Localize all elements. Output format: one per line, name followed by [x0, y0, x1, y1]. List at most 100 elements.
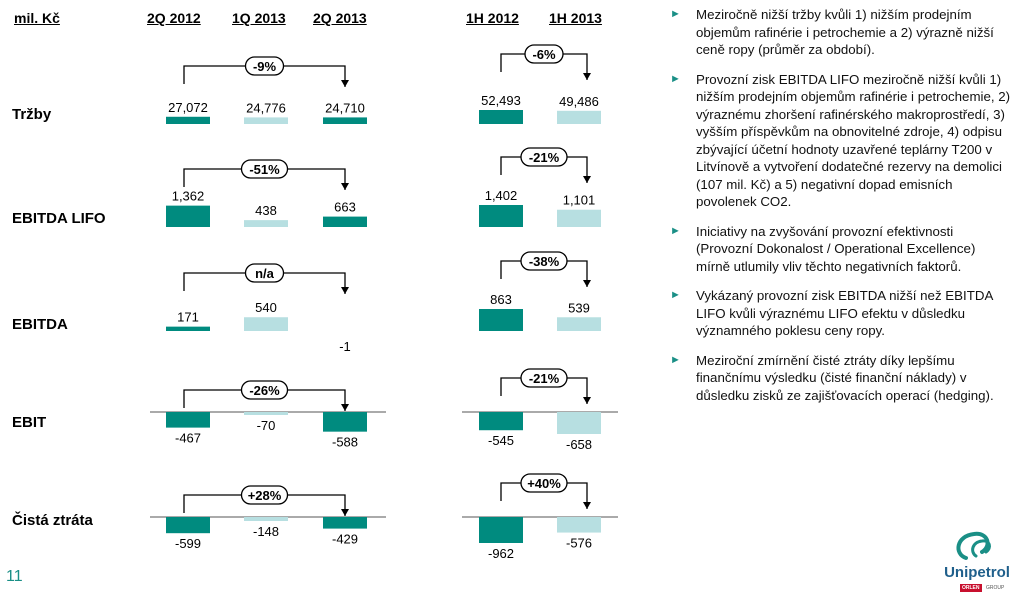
change-halfyear-arrow-icon: [583, 280, 591, 287]
data-label: -1: [339, 339, 351, 354]
change-quarter-arrow-icon: [341, 509, 349, 516]
data-label: 539: [568, 300, 590, 315]
logo-wordmark: Unipetrol: [944, 564, 1010, 581]
change-quarter-pill: [240, 159, 289, 179]
bullet-item: ► Iniciativy na zvyšování provozní efekti…: [670, 223, 976, 274]
bar-q-3-0: [166, 412, 210, 428]
period-header-1q2013: 1Q 2013: [232, 10, 286, 26]
bar-h-3-0: [479, 412, 523, 431]
data-label: 1,101: [563, 193, 596, 208]
unipetrol-logo: Unipetrol ORLEN GROUP: [936, 528, 1018, 596]
change-quarter-label: +28%: [248, 488, 282, 503]
change-quarter-arrow-icon: [341, 287, 349, 294]
financial-bar-chart: 27,072 24,776 24,710 52,493 49,486 -9% -6% 1,36…: [150, 44, 618, 561]
bar-q-4-2: [323, 517, 367, 529]
bar-h-0-1: [557, 110, 601, 124]
data-label: -588: [332, 435, 358, 450]
change-quarter-arrow-icon: [341, 183, 349, 190]
unit-header: mil. Kč: [14, 10, 60, 26]
data-label: 1,402: [485, 188, 518, 203]
change-quarter-label: -26%: [249, 383, 280, 398]
bullet-item: ► Vykázaný provozní zisk EBITDA nižší než…: [670, 288, 993, 338]
data-label: -148: [253, 524, 279, 539]
change-quarter-pill: [240, 485, 289, 505]
row-label-ebitda-lifo: EBITDA LIFO: [12, 210, 106, 227]
bar-h-3-1: [557, 412, 601, 434]
bar-q-1-1: [244, 220, 288, 227]
bar-h-2-1: [557, 317, 601, 331]
change-halfyear-arrow-icon: [583, 73, 591, 80]
change-quarter-arrow-icon: [341, 404, 349, 411]
change-halfyear-pill: [524, 44, 564, 64]
data-label: -962: [488, 546, 514, 561]
row-label-ebitda: EBITDA: [12, 316, 68, 333]
change-quarter-pill: [244, 263, 285, 283]
period-header-2q2013: 2Q 2013: [313, 10, 367, 26]
bullet-item: ► Provozní zisk EBITDA LIFO meziročně niž…: [670, 71, 1011, 210]
bar-h-4-1: [557, 517, 601, 533]
data-label: 663: [334, 200, 356, 215]
bar-q-1-2: [323, 216, 367, 227]
data-label: 863: [490, 292, 512, 307]
period-header-2q2012: 2Q 2012: [147, 10, 201, 26]
data-label: 171: [177, 310, 199, 325]
row-label-ebit: EBIT: [12, 414, 47, 431]
change-halfyear-label: -21%: [529, 371, 560, 386]
bullet-item: ► Meziročně nižší tržby kvůli 1) nižším p…: [670, 7, 994, 57]
data-label: -467: [175, 431, 201, 446]
bullet-item: ► Meziroční zmírnění čisté ztráty díky le…: [670, 352, 994, 403]
change-halfyear-label: -38%: [529, 254, 560, 269]
data-label: -599: [175, 536, 201, 551]
bar-q-0-1: [244, 117, 288, 124]
bar-q-1-0: [166, 205, 210, 227]
bar-q-2-1: [244, 317, 288, 331]
row-label-trzby: Tržby: [12, 106, 52, 123]
data-label: 24,710: [325, 100, 365, 115]
triangle-bullet-icon: ►: [670, 289, 681, 301]
bar-q-4-1: [244, 517, 288, 521]
triangle-bullet-icon: ►: [670, 224, 681, 237]
data-label: 52,493: [481, 93, 521, 108]
commentary-list: ► Meziročně nižší tržby kvůli 1) nižším p…: [668, 6, 1013, 416]
change-quarter-label: -51%: [249, 162, 280, 177]
data-label: 540: [255, 300, 277, 315]
change-halfyear-label: -6%: [532, 47, 556, 62]
change-quarter-label: n/a: [255, 266, 275, 281]
period-header-1h2012: 1H 2012: [466, 10, 519, 26]
data-label: 49,486: [559, 94, 599, 109]
data-label: -545: [488, 433, 514, 448]
bar-h-0-0: [479, 110, 523, 124]
data-label: -658: [566, 437, 592, 452]
change-halfyear-pill: [520, 368, 568, 388]
change-halfyear-pill: [520, 251, 568, 271]
change-halfyear-pill: [520, 473, 568, 493]
data-label: 24,776: [246, 100, 286, 115]
logo-group-tag: GROUP: [986, 585, 1005, 591]
data-label: 438: [255, 203, 277, 218]
row-label-cista-ztrata: Čistá ztráta: [12, 512, 93, 529]
triangle-bullet-icon: ►: [670, 72, 681, 85]
triangle-bullet-icon: ►: [670, 8, 681, 20]
data-label: -576: [566, 536, 592, 551]
data-label: 27,072: [168, 100, 208, 115]
period-header-1h2013: 1H 2013: [549, 10, 602, 26]
bar-h-1-0: [479, 205, 523, 227]
bar-q-3-1: [244, 412, 288, 415]
data-label: -429: [332, 532, 358, 547]
bar-q-0-0: [166, 116, 210, 124]
change-halfyear-arrow-icon: [583, 397, 591, 404]
bar-h-4-0: [479, 517, 523, 543]
bar-q-0-2: [323, 117, 367, 124]
change-halfyear-arrow-icon: [583, 176, 591, 183]
change-halfyear-label: -21%: [529, 150, 560, 165]
change-halfyear-pill: [520, 147, 568, 167]
bar-q-3-2: [323, 412, 367, 432]
change-halfyear-arrow-icon: [583, 502, 591, 509]
logo-orlen-tag: ORLEN: [960, 584, 982, 592]
bar-h-1-1: [557, 209, 601, 227]
bar-h-2-0: [479, 309, 523, 331]
triangle-bullet-icon: ►: [670, 353, 681, 366]
change-halfyear-label: +40%: [527, 476, 561, 491]
change-quarter-label: -9%: [253, 59, 277, 74]
change-quarter-pill: [244, 56, 285, 76]
